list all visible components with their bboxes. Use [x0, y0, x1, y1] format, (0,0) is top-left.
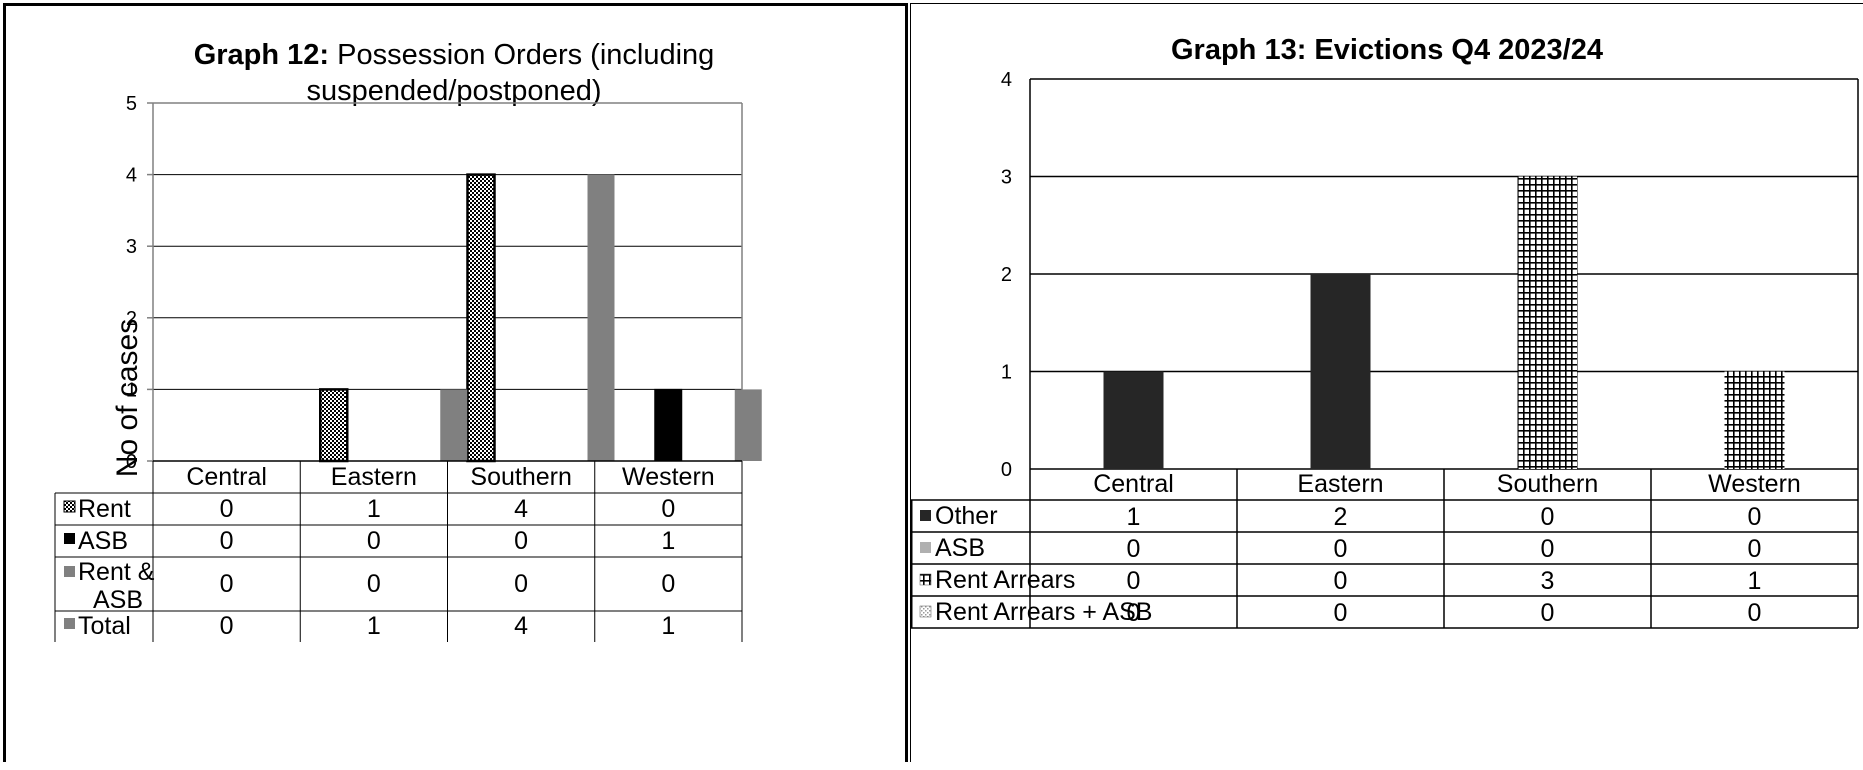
category-label-central: Central [1093, 470, 1174, 498]
bar-rent-southern [466, 173, 496, 463]
data-label-rent-arrears-eastern: 0 [1334, 567, 1348, 595]
graph-13-gridlines [1029, 78, 1859, 470]
data-label-asb-western: 0 [1748, 535, 1762, 563]
y-tick-label: 1 [1001, 362, 1012, 384]
data-label-rent-western: 0 [661, 495, 675, 523]
graph-13-bars [1103, 176, 1785, 469]
data-label-other-western: 0 [1748, 503, 1762, 531]
data-label-rent-asb-central: 0 [220, 570, 234, 598]
gray-square-icon [64, 566, 75, 577]
bar-other-central [1103, 371, 1164, 469]
data-label-total-eastern: 1 [367, 612, 381, 640]
gray-square-icon [64, 618, 75, 629]
bar-rent-arrears-western [1724, 371, 1785, 469]
data-label-rent-asb-southern: 0 [514, 570, 528, 598]
bar-total-southern [587, 174, 615, 461]
data-label-rent-arrears-western: 1 [1748, 567, 1762, 595]
graph-13-y-tick-labels: 0 1 2 3 4 [1001, 69, 1012, 481]
y-tick-label: 4 [1001, 69, 1012, 91]
data-label-rent-arrears-asb-western: 0 [1748, 599, 1762, 627]
data-label-rent-arrears-southern: 3 [1541, 567, 1555, 595]
data-label-rent-asb-western: 0 [661, 570, 675, 598]
data-label-total-western: 1 [661, 612, 675, 640]
graph-12-title-bold: Graph 12: [194, 39, 329, 71]
series-label-asb: ASB [935, 534, 985, 562]
series-label-rent-arrears: Rent Arrears [935, 566, 1075, 594]
data-label-asb-southern: 0 [514, 527, 528, 555]
y-tick-label: 2 [1001, 264, 1012, 286]
bar-other-eastern [1310, 274, 1371, 469]
graph-12-data-table: Central Eastern Southern Western Rent 0 1 4 0 ASB… [54, 460, 743, 642]
dark-square-icon [920, 510, 931, 521]
data-label-asb-eastern: 0 [367, 527, 381, 555]
data-label-rent-eastern: 1 [367, 495, 381, 523]
graph-13-data-table: Central Eastern Southern Western Other 1 2 0 0 AS… [911, 469, 1859, 629]
data-label-rent-central: 0 [220, 495, 234, 523]
data-label-rent-arrears-asb-southern: 0 [1541, 599, 1555, 627]
series-label-rent-asb-line2: ASB [93, 586, 143, 614]
graph-13-title: Graph 13: Evictions Q4 2023/24 [1171, 34, 1603, 66]
y-tick-label: 0 [1001, 459, 1012, 481]
series-label-other: Other [935, 502, 998, 530]
y-tick-label: 3 [1001, 167, 1012, 189]
y-tick-label: 3 [126, 236, 137, 258]
category-label-central: Central [186, 463, 267, 491]
graph-12-title-rest: Possession Orders (including [337, 39, 714, 71]
data-label-asb-southern: 0 [1541, 535, 1555, 563]
y-tick-label: 2 [126, 308, 137, 330]
bar-total-eastern [440, 389, 468, 461]
series-label-rent: Rent [78, 495, 131, 523]
graph-12-y-axis-label: No of cases [111, 319, 144, 477]
graph-13-panel: Graph 13: Evictions Q4 2023/24 0 1 2 3 4 Cen… [910, 3, 1863, 762]
category-label-eastern: Eastern [1297, 470, 1383, 498]
data-label-asb-eastern: 0 [1334, 535, 1348, 563]
y-tick-label: 4 [126, 165, 137, 187]
data-label-total-central: 0 [220, 612, 234, 640]
data-label-rent-asb-eastern: 0 [367, 570, 381, 598]
graph-12-bars [319, 173, 762, 463]
grid-pattern-icon [919, 573, 932, 586]
bar-rent-arrears-southern [1517, 176, 1578, 469]
data-label-other-central: 1 [1127, 503, 1141, 531]
series-label-asb: ASB [78, 527, 128, 555]
data-label-rent-arrears-central: 0 [1127, 567, 1141, 595]
data-label-asb-central: 0 [220, 527, 234, 555]
light-gray-square-icon [920, 542, 931, 553]
category-label-eastern: Eastern [331, 463, 417, 491]
category-label-western: Western [622, 463, 715, 491]
graph-12-panel: Graph 12: Possession Orders (including s… [3, 3, 908, 762]
data-label-asb-western: 1 [661, 527, 675, 555]
bar-rent-eastern [319, 388, 349, 463]
series-label-rent-arrears-asb: Rent Arrears + ASB [935, 598, 1152, 626]
black-square-icon [64, 533, 75, 544]
category-label-southern: Southern [470, 463, 571, 491]
graph-12-title: Graph 12: Possession Orders (including [194, 39, 715, 71]
graph-12-y-tick-labels: 0 1 2 3 4 5 [126, 93, 137, 473]
data-label-other-eastern: 2 [1334, 503, 1348, 531]
category-label-southern: Southern [1497, 470, 1598, 498]
category-label-western: Western [1708, 470, 1801, 498]
data-label-other-southern: 0 [1541, 503, 1555, 531]
y-tick-label: 0 [126, 451, 137, 473]
data-label-rent-southern: 4 [514, 495, 528, 523]
data-label-asb-central: 0 [1127, 535, 1141, 563]
series-label-total: Total [78, 612, 131, 640]
data-label-rent-arrears-asb-eastern: 0 [1334, 599, 1348, 627]
y-tick-label: 1 [126, 379, 137, 401]
data-label-total-southern: 4 [514, 612, 528, 640]
checker-pattern-icon [63, 500, 76, 513]
series-label-rent-asb: Rent & [78, 558, 155, 586]
graph-12-title-line2: suspended/postponed) [306, 75, 601, 107]
data-label-rent-arrears-asb-central: 0 [1127, 599, 1141, 627]
graph-12-chart: Graph 12: Possession Orders (including s… [54, 39, 762, 642]
dotted-pattern-icon [919, 605, 932, 618]
y-tick-label: 5 [126, 93, 137, 115]
bar-asb-western [654, 388, 683, 462]
graph-13-chart: Graph 13: Evictions Q4 2023/24 0 1 2 3 4 Cen… [911, 34, 1859, 629]
bar-total-western [734, 389, 762, 461]
